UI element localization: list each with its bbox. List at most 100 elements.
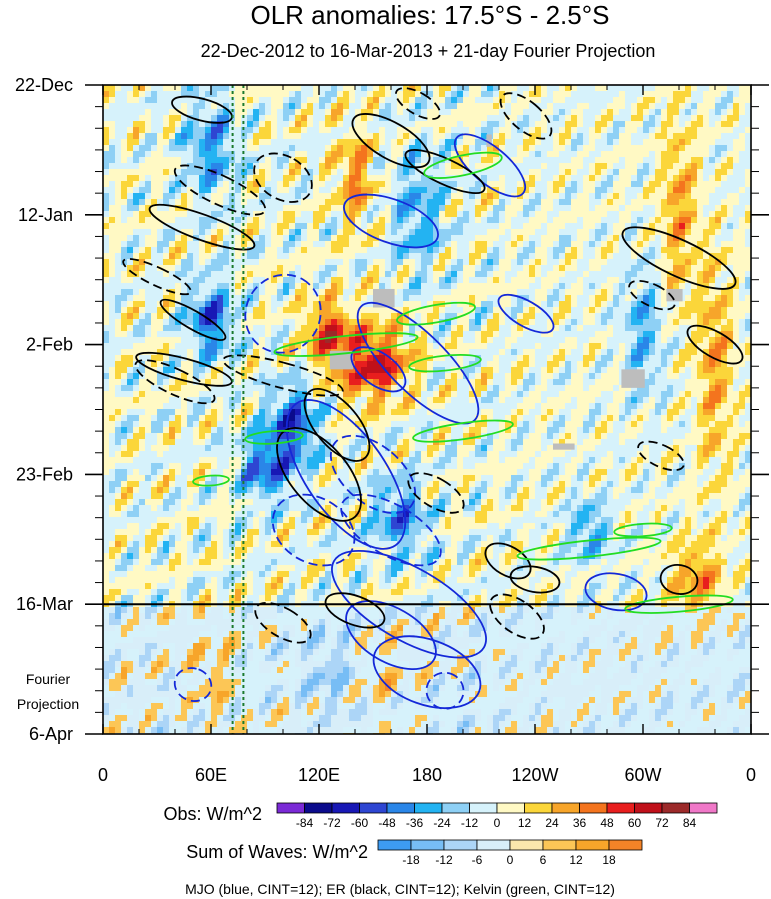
heat-cell [127,151,134,158]
heat-cell [553,127,560,134]
heat-cell [427,151,434,158]
heat-cell [571,283,578,290]
heat-cell [121,109,128,116]
heat-cell [217,127,224,134]
heat-cell [343,217,350,224]
heat-cell [445,151,452,158]
heat-cell [139,193,146,200]
heat-cell [601,211,608,218]
heat-cell [265,115,272,122]
heat-cell [277,169,284,176]
heat-cell [487,193,494,200]
heat-cell [493,127,500,134]
heat-cell [301,283,308,290]
heat-cell [349,151,356,158]
heat-cell [655,235,662,242]
heat-cell [559,349,566,356]
heat-cell [607,133,614,140]
heat-cell [283,115,290,122]
heat-cell [541,223,548,230]
heat-cell [145,199,152,206]
heat-cell [499,157,506,164]
heat-cell [517,343,524,350]
heat-cell [103,211,110,218]
heat-cell [703,223,710,230]
heat-cell [571,121,578,128]
heat-cell [481,325,488,332]
heat-cell [601,319,608,326]
heat-cell [445,265,452,272]
heat-cell [313,259,320,266]
heat-cell [517,337,524,344]
heat-cell [463,97,470,104]
heat-cell [409,313,416,320]
heat-cell [145,139,152,146]
heat-cell [613,139,620,146]
heat-cell [589,343,596,350]
heat-cell [211,97,218,104]
heat-cell [133,331,140,338]
heat-cell [541,349,548,356]
heat-cell [649,163,656,170]
heat-cell [271,331,278,338]
heat-cell [427,121,434,128]
heat-cell [427,223,434,230]
heat-cell [457,181,464,188]
heat-cell [661,223,668,230]
heat-cell [595,325,602,332]
heat-cell [109,85,116,92]
heat-cell [697,97,704,104]
heat-cell [229,97,236,104]
heat-cell [247,337,254,344]
heat-cell [337,187,344,194]
heat-cell [307,289,314,296]
heat-cell [541,193,548,200]
heat-cell [349,181,356,188]
heat-cell [379,85,386,92]
heat-cell [115,319,122,326]
heat-cell [721,289,728,296]
heat-cell [409,103,416,110]
heat-cell [199,205,206,212]
heat-cell [271,241,278,248]
heat-cell [721,163,728,170]
heat-cell [241,271,248,278]
heat-cell [481,217,488,224]
heat-cell [181,259,188,266]
heat-cell [619,163,626,170]
heat-cell [187,319,194,326]
heat-cell [265,247,272,254]
heat-cell [241,85,248,92]
heat-cell [613,91,620,98]
heat-cell [343,319,350,326]
heat-cell [487,217,494,224]
heat-cell [313,307,320,314]
heat-cell [145,289,152,296]
heat-cell [649,145,656,152]
heat-cell [625,313,632,320]
heat-cell [127,361,134,368]
heat-cell [523,91,530,98]
heat-cell [151,133,158,140]
heat-cell [709,169,716,176]
heat-cell [373,343,380,350]
heat-cell [595,235,602,242]
heat-cell [151,187,158,194]
heat-cell [571,307,578,314]
heat-cell [745,109,751,116]
heat-cell [145,253,152,260]
heat-cell [745,145,751,152]
heat-cell [181,325,188,332]
heat-cell [163,193,170,200]
heat-cell [421,121,428,128]
heat-cell [115,109,122,116]
heat-cell [175,277,182,284]
heat-cell [709,121,716,128]
heat-cell [661,109,668,116]
heat-cell [169,271,176,278]
heat-cell [583,295,590,302]
heat-cell [493,193,500,200]
heat-cell [361,355,368,362]
heat-cell [175,331,182,338]
heat-cell [691,271,698,278]
